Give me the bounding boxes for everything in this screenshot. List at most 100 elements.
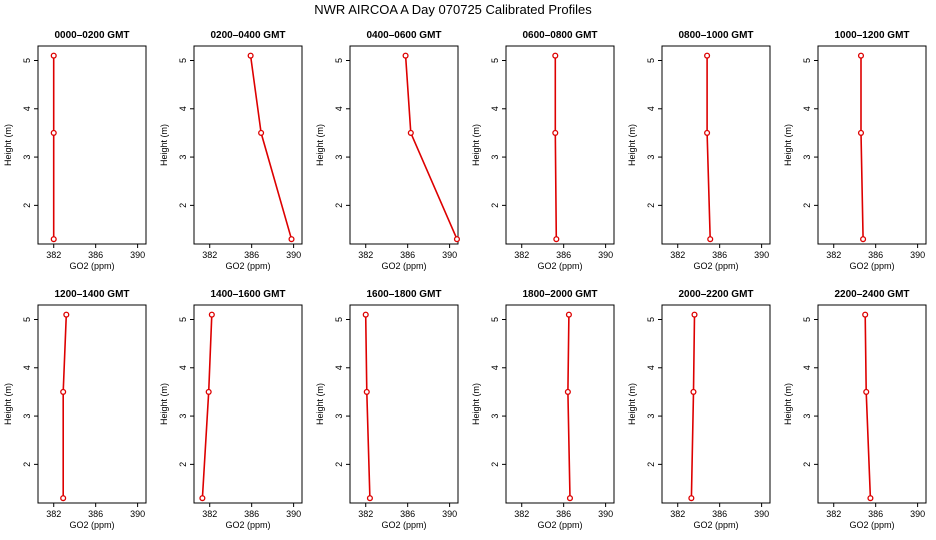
- profile-panel-10: 1800–2000 GMT 382 386 390 2 3 4 5 GO2 (ppm) Heigh…: [471, 289, 615, 530]
- profile-panel-3: 0400–0600 GMT 382 386 390 2 3 4 5 GO2 (ppm) Heigh…: [315, 30, 461, 271]
- x-axis-label: GO2 (ppm): [849, 261, 894, 271]
- y-tick-label: 3: [22, 414, 32, 419]
- profile-point: [704, 129, 711, 136]
- y-tick-label: 4: [490, 106, 500, 111]
- profile-point: [453, 236, 461, 243]
- profile-line: [690, 314, 696, 499]
- y-tick-label: 5: [178, 58, 188, 63]
- profile-point: [704, 52, 711, 59]
- x-tick-label: 386: [400, 509, 415, 519]
- profile-point: [50, 236, 57, 243]
- y-tick-label: 5: [334, 58, 344, 63]
- y-tick-label: 2: [334, 203, 344, 208]
- y-tick-label: 4: [178, 365, 188, 370]
- y-tick-label: 3: [490, 155, 500, 160]
- panel-title: 0600–0800 GMT: [522, 30, 597, 41]
- y-tick-label: 4: [802, 365, 812, 370]
- y-axis-label: Height (m): [315, 383, 325, 425]
- profile-panel-11: 2000–2200 GMT 382 386 390 2 3 4 5 GO2 (ppm) Heigh…: [627, 289, 771, 530]
- y-tick-label: 2: [802, 462, 812, 467]
- profile-line: [201, 314, 213, 499]
- x-tick-label: 390: [754, 250, 769, 260]
- panel-title: 1800–2000 GMT: [522, 289, 597, 300]
- profile-panel-6: 1000–1200 GMT 382 386 390 2 3 4 5 GO2 (ppm) Heigh…: [783, 30, 927, 271]
- x-tick-label: 390: [286, 250, 301, 260]
- y-tick-label: 3: [178, 155, 188, 160]
- profile-panel-8: 1400–1600 GMT 382 386 390 2 3 4 5 GO2 (ppm) Heigh…: [159, 289, 303, 530]
- y-tick-label: 2: [178, 203, 188, 208]
- y-tick-label: 4: [334, 365, 344, 370]
- x-axis-label: GO2 (ppm): [693, 520, 738, 530]
- y-axis-label: Height (m): [783, 383, 793, 425]
- y-tick-label: 4: [646, 106, 656, 111]
- profile-point: [862, 311, 869, 318]
- profile-line: [62, 314, 68, 499]
- x-axis-label: GO2 (ppm): [693, 261, 738, 271]
- panel-title: 1000–1200 GMT: [834, 30, 909, 41]
- profile-point: [247, 52, 254, 59]
- y-tick-label: 3: [178, 414, 188, 419]
- profile-point: [566, 495, 574, 502]
- plot-frame: [505, 45, 615, 245]
- y-tick-label: 3: [646, 155, 656, 160]
- x-axis-label: GO2 (ppm): [381, 520, 426, 530]
- profile-point: [288, 236, 295, 243]
- panel-title: 1600–1800 GMT: [366, 289, 441, 300]
- profile-panel-9: 1600–1800 GMT 382 386 390 2 3 4 5 GO2 (ppm) Heigh…: [315, 289, 459, 530]
- plot-frame: [193, 304, 303, 504]
- y-tick-label: 2: [22, 462, 32, 467]
- x-tick-label: 390: [130, 250, 145, 260]
- panels-grid: 0000–0200 GMT 382 386 390 2 3 4 5 GO2 (ppm) Heigh…: [3, 30, 927, 530]
- y-tick-label: 3: [334, 155, 344, 160]
- x-axis-label: GO2 (ppm): [537, 520, 582, 530]
- profile-point: [690, 388, 697, 395]
- y-axis-label: Height (m): [627, 383, 637, 425]
- y-tick-label: 2: [490, 203, 500, 208]
- y-tick-label: 2: [334, 462, 344, 467]
- x-tick-label: 390: [442, 509, 457, 519]
- x-tick-label: 386: [712, 509, 727, 519]
- profile-line: [554, 55, 558, 240]
- y-tick-label: 4: [22, 106, 32, 111]
- x-tick-label: 386: [712, 250, 727, 260]
- y-axis-label: Height (m): [627, 124, 637, 166]
- x-tick-label: 382: [670, 509, 685, 519]
- profile-point: [63, 311, 70, 318]
- profile-point: [857, 129, 865, 136]
- profile-point: [707, 236, 714, 243]
- x-tick-label: 382: [514, 509, 529, 519]
- profile-line: [364, 314, 371, 499]
- plot-frame: [349, 45, 459, 245]
- y-axis-label: Height (m): [315, 124, 325, 166]
- profile-line: [864, 314, 872, 499]
- x-tick-label: 390: [442, 250, 457, 260]
- profile-point: [402, 52, 409, 59]
- profile-point: [362, 311, 369, 318]
- x-tick-label: 382: [826, 509, 841, 519]
- x-tick-label: 386: [868, 509, 883, 519]
- x-tick-label: 382: [46, 250, 61, 260]
- plot-frame: [193, 45, 303, 245]
- panel-title: 2200–2400 GMT: [834, 289, 909, 300]
- panel-title: 0000–0200 GMT: [54, 30, 129, 41]
- profile-point: [50, 52, 57, 59]
- x-tick-label: 382: [202, 509, 217, 519]
- plot-frame: [661, 304, 771, 504]
- profile-point: [867, 495, 874, 502]
- profile-point: [258, 129, 265, 136]
- y-tick-label: 4: [646, 365, 656, 370]
- panel-title: 1200–1400 GMT: [54, 289, 129, 300]
- x-axis-label: GO2 (ppm): [69, 520, 114, 530]
- y-tick-label: 3: [802, 414, 812, 419]
- x-tick-label: 390: [754, 509, 769, 519]
- profile-point: [205, 388, 212, 395]
- profile-panel-2: 0200–0400 GMT 382 386 390 2 3 4 5 GO2 (ppm) Heigh…: [159, 30, 303, 271]
- y-tick-label: 4: [22, 365, 32, 370]
- y-tick-label: 4: [802, 106, 812, 111]
- profile-point: [60, 388, 67, 395]
- profile-point: [565, 311, 572, 318]
- y-tick-label: 5: [490, 317, 500, 322]
- y-tick-label: 3: [22, 155, 32, 160]
- panel-title: 0200–0400 GMT: [210, 30, 285, 41]
- profile-point: [553, 236, 560, 243]
